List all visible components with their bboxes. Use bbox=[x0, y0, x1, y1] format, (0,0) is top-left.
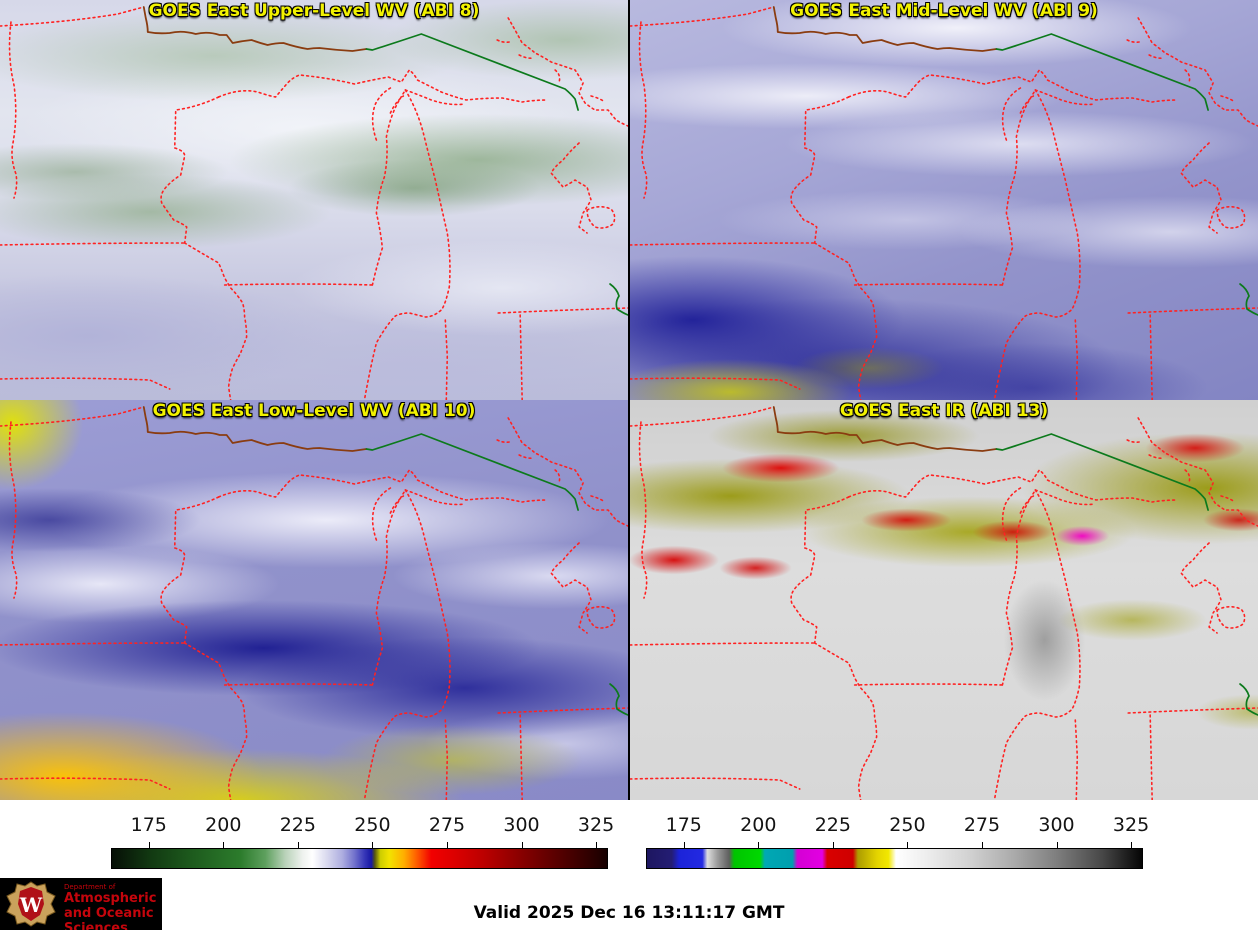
map-borders-overlay bbox=[0, 406, 628, 800]
logo-dept-line: Department of bbox=[64, 883, 116, 891]
map-borders-overlay bbox=[630, 6, 1258, 400]
colorbar-tick-label: 300 bbox=[1038, 814, 1075, 836]
panel-title-abi13: GOES East IR (ABI 13) bbox=[839, 401, 1049, 421]
panel-low-level-wv: GOES East Low-Level WV (ABI 10) bbox=[0, 400, 628, 800]
logo-name-line1: Atmospheric bbox=[64, 891, 157, 906]
colorbar-ir: 175 200 225 250 275 300 325 bbox=[646, 800, 1149, 875]
panel-upper-level-wv: GOES East Upper-Level WV (ABI 8) bbox=[0, 0, 628, 400]
colorbar-gradient-bar bbox=[111, 848, 608, 869]
logo-text-block: Department of Atmospheric and Oceanic Sc… bbox=[64, 883, 160, 930]
logo-name-line2: and Oceanic Sciences bbox=[64, 906, 154, 930]
colorbar-tick-label: 225 bbox=[814, 814, 851, 836]
panel-title-abi9: GOES East Mid-Level WV (ABI 9) bbox=[790, 1, 1098, 21]
map-borders-overlay bbox=[630, 406, 1258, 800]
colorbar-tick-mark bbox=[223, 842, 225, 848]
colorbar-water-vapor: 175 200 225 250 275 300 325 bbox=[111, 800, 614, 875]
colorbar-tick-mark bbox=[446, 842, 448, 848]
valid-timestamp: Valid 2025 Dec 16 13:11:17 GMT bbox=[473, 903, 785, 923]
map-borders-overlay bbox=[0, 6, 628, 400]
colorbar-tick-label: 275 bbox=[963, 814, 1001, 836]
colorbar-tick-mark bbox=[148, 842, 150, 848]
colorbar-tick-label: 200 bbox=[740, 814, 777, 836]
panel-title-abi10: GOES East Low-Level WV (ABI 10) bbox=[152, 401, 476, 421]
crest-letter: W bbox=[19, 893, 43, 917]
colorbar-tick-label: 250 bbox=[354, 814, 391, 836]
colorbar-tick-mark bbox=[1056, 842, 1058, 848]
satellite-quad-grid: GOES East Upper-Level WV (ABI 8) GOES Ea… bbox=[0, 0, 1258, 800]
colorbar-tick-mark bbox=[372, 842, 374, 848]
colorbar-tick-mark bbox=[1131, 842, 1133, 848]
colorbar-tick-mark bbox=[907, 842, 909, 848]
colorbar-tick-mark bbox=[683, 842, 685, 848]
colorbar-tick-label: 175 bbox=[665, 814, 702, 836]
colorbar-tick-mark bbox=[596, 842, 598, 848]
panel-title-abi8: GOES East Upper-Level WV (ABI 8) bbox=[148, 1, 480, 21]
colorbar-tick-label: 200 bbox=[205, 814, 242, 836]
colorbar-tick-label: 325 bbox=[577, 814, 615, 836]
footer-strip: 175 200 225 250 275 300 325 175 200 225 250 275 300… bbox=[0, 800, 1258, 930]
colorbar-tick-label: 325 bbox=[1112, 814, 1150, 836]
colorbar-tick-label: 250 bbox=[889, 814, 926, 836]
uw-crest-icon: W bbox=[6, 881, 56, 927]
colorbar-tick-label: 300 bbox=[503, 814, 540, 836]
colorbar-tick-mark bbox=[832, 842, 834, 848]
colorbar-tick-label: 175 bbox=[130, 814, 167, 836]
colorbar-tick-label: 225 bbox=[279, 814, 316, 836]
colorbar-tick-mark bbox=[297, 842, 299, 848]
colorbar-tick-label: 275 bbox=[428, 814, 466, 836]
colorbar-tick-mark bbox=[758, 842, 760, 848]
colorbar-gradient-bar bbox=[646, 848, 1143, 869]
uw-aos-logo: W Department of Atmospheric and Oceanic … bbox=[0, 878, 162, 930]
panel-mid-level-wv: GOES East Mid-Level WV (ABI 9) bbox=[630, 0, 1258, 400]
panel-ir: GOES East IR (ABI 13) bbox=[630, 400, 1258, 800]
colorbar-tick-mark bbox=[521, 842, 523, 848]
colorbar-tick-mark bbox=[981, 842, 983, 848]
